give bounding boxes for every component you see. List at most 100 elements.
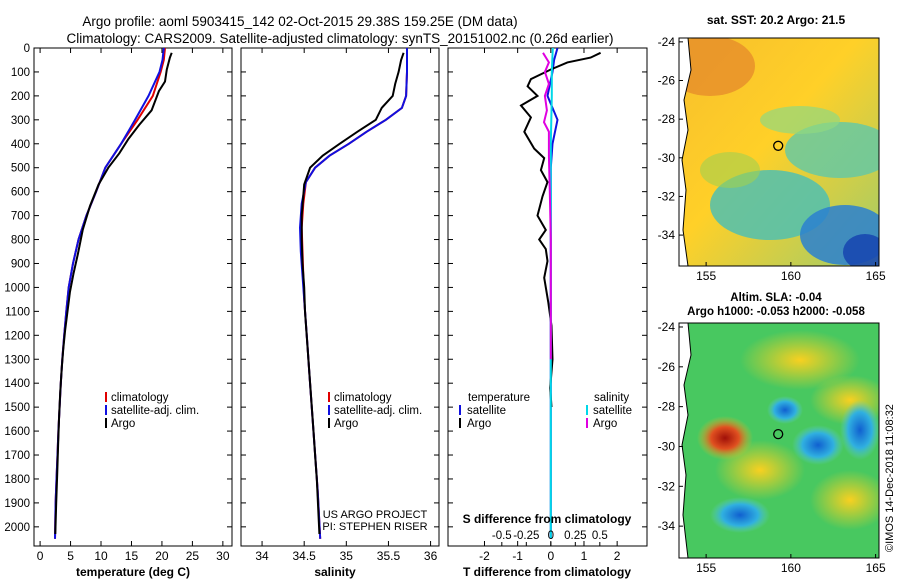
legend-label: Argo	[334, 418, 358, 430]
s-tick-label: 0.5	[592, 530, 608, 542]
map-y-tick-label: -34	[658, 228, 676, 242]
legend-label: Argo	[111, 418, 135, 430]
map-y-tick-label: -30	[658, 439, 676, 453]
s-tick-label: 0.25	[564, 530, 586, 542]
map-x-tick-label: 155	[696, 561, 716, 575]
series-argo	[300, 52, 405, 535]
sla-heatmap	[679, 323, 879, 558]
y-tick-label: 100	[11, 67, 30, 79]
sla-map-panel: Altim. SLA: -0.04 Argo h1000: -0.053 h20…	[658, 292, 886, 575]
s-difference-label: S difference from climatology	[463, 512, 632, 526]
map-y-tick-label: -26	[658, 360, 676, 374]
y-tick-label: 1900	[4, 498, 30, 510]
x-tick-label: 0	[37, 549, 44, 563]
y-tick-label: 1700	[4, 450, 30, 462]
x-tick-label: 36	[424, 549, 438, 563]
map-y-tick-label: -28	[658, 400, 676, 414]
legend-swatch	[459, 418, 461, 428]
series-climatology	[54, 48, 166, 539]
legend-label: Argo	[593, 418, 617, 430]
y-tick-label: 1600	[4, 426, 30, 438]
x-tick-label: 25	[186, 549, 200, 563]
map-x-tick-label: 160	[781, 561, 801, 575]
s-tick-label: -0.5	[492, 530, 512, 542]
s-tick-label: -0.25	[513, 530, 539, 542]
sla-float-marker	[773, 428, 784, 440]
x-tick-label: -2	[479, 549, 490, 563]
y-tick-label: 1400	[4, 378, 30, 390]
y-tick-label: 1000	[4, 282, 30, 294]
x-tick-label: 2	[614, 549, 621, 563]
header-line1: Argo profile: aoml 5903415_142 02-Oct-20…	[82, 14, 517, 29]
salinity-panel: 34 34.5 35 35.5 36 salinity climatologysatel…	[240, 47, 440, 579]
legend-swatch	[586, 405, 588, 415]
map-x-tick-label: 160	[781, 269, 801, 283]
x-tick-label: 35.5	[377, 549, 401, 563]
series-climatology	[300, 48, 408, 539]
y-tick-label: 1200	[4, 330, 30, 342]
y-tick-label: 0	[24, 43, 30, 55]
y-tick-label: 500	[11, 163, 30, 175]
x-tick-label: 20	[155, 549, 169, 563]
salinity-xlabel: salinity	[314, 565, 356, 579]
difference-panel: -2 -1 0 1 2 -0.5 -0.25 0 0.25 0.5 S difference f…	[447, 47, 648, 579]
x-tick-label: 34	[255, 549, 269, 563]
x-tick-label: 5	[67, 549, 74, 563]
sst-heatmap	[679, 38, 879, 266]
map-y-tick-label: -34	[658, 519, 676, 533]
series-argo	[54, 52, 173, 535]
legend-swatch	[328, 392, 330, 402]
x-tick-label: 34.5	[293, 549, 317, 563]
x-tick-label: 0	[547, 549, 554, 563]
x-tick-label: 10	[94, 549, 108, 563]
legend-heading: salinity	[594, 392, 629, 404]
legend-swatch	[328, 405, 330, 415]
sla-map-title: Altim. SLA: -0.04	[730, 292, 822, 304]
y-tick-label: 1100	[5, 306, 30, 318]
legend-label: satellite-adj. clim.	[111, 405, 199, 417]
map-y-tick-label: -28	[658, 112, 676, 126]
map-x-tick-label: 165	[866, 561, 886, 575]
legend-label: climatology	[111, 392, 169, 404]
series-t-satellite	[546, 48, 559, 539]
legend-swatch	[105, 405, 107, 415]
y-tick-label: 300	[11, 115, 30, 127]
legend-swatch	[105, 392, 107, 402]
sst-float-marker	[773, 140, 784, 151]
sst-map-panel: sat. SST: 20.2 Argo: 21.5 155 160 165 -24 -…	[658, 13, 886, 283]
x-tick-label: -1	[512, 549, 523, 563]
series-t-argo	[519, 51, 602, 408]
y-tick-label: 400	[11, 139, 30, 151]
series-satellite-adj-clim-	[54, 48, 165, 539]
y-tick-label: 2000	[4, 522, 30, 534]
map-y-tick-label: -32	[658, 189, 676, 203]
legend-swatch	[328, 418, 330, 428]
x-tick-label: 15	[125, 549, 139, 563]
credit-text: ©IMOS 14-Dec-2018 11:08:32	[884, 404, 896, 552]
map-y-tick-label: -24	[658, 320, 676, 334]
temperature-xlabel: temperature (deg C)	[76, 565, 190, 579]
map-x-tick-label: 155	[696, 269, 716, 283]
y-tick-label: 1500	[4, 402, 30, 414]
s-tick-label: 0	[548, 530, 554, 542]
legend-heading: temperature	[468, 392, 530, 404]
legend-label: satellite	[593, 405, 632, 417]
legend-label: satellite-adj. clim.	[334, 405, 422, 417]
y-tick-label: 700	[11, 211, 30, 223]
x-tick-label: 30	[216, 549, 230, 563]
y-tick-label: 600	[11, 187, 30, 199]
x-tick-label: 1	[581, 549, 588, 563]
map-y-tick-label: -26	[658, 74, 676, 88]
map-y-tick-label: -24	[658, 35, 676, 49]
y-tick-label: 1300	[4, 354, 30, 366]
legend-label: climatology	[334, 392, 392, 404]
map-y-tick-label: -32	[658, 479, 676, 493]
sst-map-title: sat. SST: 20.2 Argo: 21.5	[707, 13, 846, 27]
temperature-panel: 0 5 10 15 20 25 30 0 100 200 300 400 500 600 700 800 90…	[4, 43, 233, 579]
t-difference-xlabel: T difference from climatology	[463, 565, 631, 579]
sla-map-subtitle: Argo h1000: -0.053 h2000: -0.058	[687, 306, 865, 318]
difference-legend: temperaturesatelliteArgosalinitysatellit…	[459, 392, 632, 430]
